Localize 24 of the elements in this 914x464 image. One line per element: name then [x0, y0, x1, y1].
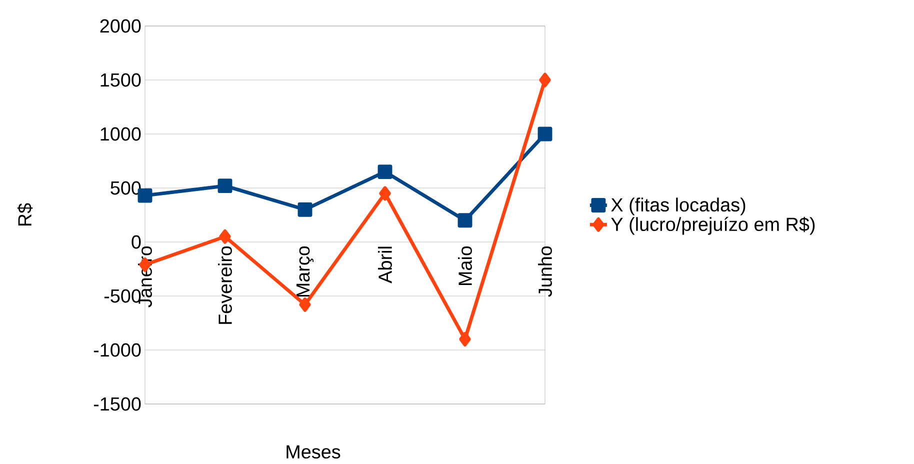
- point: [378, 164, 392, 180]
- point: [218, 178, 232, 194]
- point: [299, 297, 311, 312]
- point: [379, 186, 391, 201]
- x-tick-label: Março: [296, 246, 314, 297]
- x-tick-label: Maio: [458, 246, 472, 285]
- y-tick-label: -1500: [94, 397, 141, 411]
- legend-label: X (fitas locadas): [611, 198, 746, 216]
- legend-label: Y (lucro/prejuízo em R$): [611, 216, 815, 235]
- x-tick-label: Fevereiro: [218, 246, 232, 324]
- y-tick-label: 1000: [100, 127, 141, 141]
- y-axis-title: R$: [17, 203, 33, 226]
- y-tick-label: 1500: [100, 73, 141, 87]
- point: [298, 202, 312, 217]
- point: [458, 213, 472, 228]
- x-tick-label: Junho: [538, 246, 552, 297]
- y-tick-label: 2000: [100, 19, 141, 33]
- x-axis-title: Meses: [286, 445, 340, 459]
- y-tick-label: -1000: [94, 343, 141, 357]
- point: [538, 126, 552, 142]
- x-tick-label: Abril: [378, 246, 392, 284]
- point: [459, 332, 471, 346]
- point: [539, 72, 551, 88]
- point: [219, 229, 231, 244]
